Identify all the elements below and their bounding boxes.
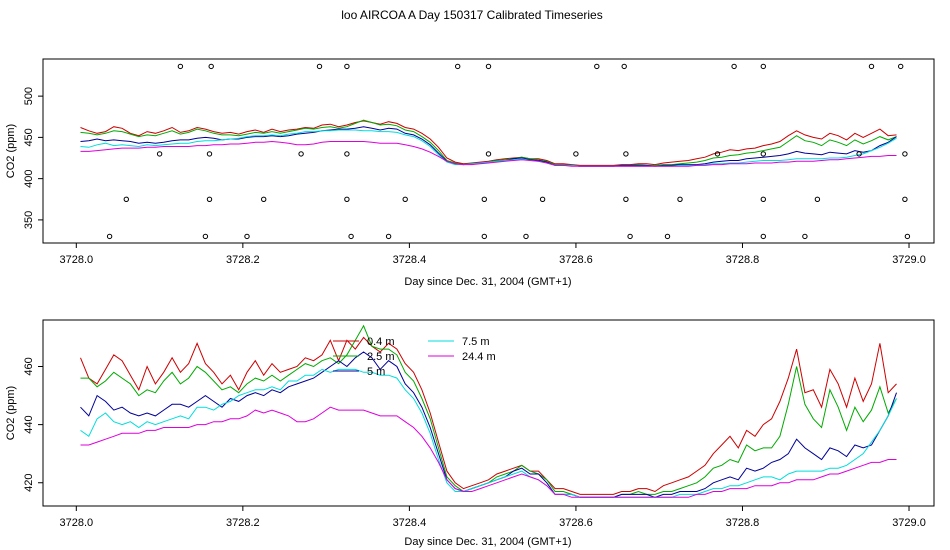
top-y-tick-label: 500 xyxy=(23,87,35,105)
bottom-series-line-3 xyxy=(80,368,897,498)
scatter-point xyxy=(802,233,808,240)
top-x-tick-label: 3729.0 xyxy=(892,254,926,266)
scatter-point xyxy=(664,233,671,240)
scatter-point xyxy=(621,63,627,70)
scatter-point xyxy=(316,63,323,70)
top-y-axis: 350 400 450 500 xyxy=(23,87,43,229)
top-x-tick-label: 3728.4 xyxy=(393,254,427,266)
scatter-point xyxy=(385,233,392,240)
top-y-tick-label: 350 xyxy=(23,211,35,229)
scatter-point xyxy=(344,151,350,157)
top-series-group xyxy=(80,119,897,167)
bottom-y-tick-label: 420 xyxy=(23,474,35,492)
scatter-point xyxy=(106,233,113,240)
top-x-axis: 3728.0 3728.2 3728.4 3728.6 3728.8 3729.0 xyxy=(59,243,926,266)
bottom-x-tick-label: 3728.8 xyxy=(726,517,760,529)
scatter-point xyxy=(206,196,213,203)
top-plot-frame xyxy=(42,58,935,244)
bottom-y-tick-label: 440 xyxy=(23,415,35,433)
chart-title: loo AIRCOA A Day 150317 Calibrated Times… xyxy=(341,8,602,22)
bottom-y-axis-label: CO2 (ppm) xyxy=(5,386,17,440)
top-x-tick-label: 3728.2 xyxy=(226,254,260,266)
top-series-line-3 xyxy=(80,129,897,167)
bottom-x-axis-label: Day since Dec. 31, 2004 (GMT+1) xyxy=(404,536,571,548)
bottom-x-tick-label: 3728.0 xyxy=(59,517,93,529)
bottom-x-tick-label: 3728.4 xyxy=(393,517,427,529)
scatter-point xyxy=(244,233,250,240)
scatter-point xyxy=(156,151,163,157)
top-y-tick-label: 400 xyxy=(23,169,35,187)
bottom-x-tick-label: 3728.2 xyxy=(226,517,260,529)
scatter-point xyxy=(123,196,130,203)
scatter-point xyxy=(206,151,213,157)
legend-label: 0.4 m xyxy=(367,336,395,348)
scatter-point xyxy=(298,151,304,157)
bottom-series-group xyxy=(80,324,897,498)
top-x-tick-label: 3728.0 xyxy=(59,254,93,266)
top-series-line-0 xyxy=(80,120,897,166)
scatter-point xyxy=(485,151,492,157)
scatter-point xyxy=(573,151,579,157)
scatter-point xyxy=(898,63,904,70)
scatter-point xyxy=(344,196,350,203)
scatter-point xyxy=(731,63,737,70)
scatter-point xyxy=(902,151,908,157)
scatter-point xyxy=(202,233,209,240)
top-x-tick-label: 3728.6 xyxy=(559,254,593,266)
legend: 0.4 m 2.5 m 5 m 7.5 m 24.4 m xyxy=(333,336,496,378)
scatter-point xyxy=(523,233,529,240)
top-series-line-4 xyxy=(80,140,897,167)
scatter-point xyxy=(904,233,911,240)
bottom-series-line-4 xyxy=(80,406,897,498)
scatter-point xyxy=(856,151,862,157)
bottom-y-tick-label: 460 xyxy=(23,357,35,375)
bottom-plot-frame xyxy=(42,319,935,507)
scatter-point xyxy=(485,63,492,70)
scatter-point xyxy=(760,196,766,203)
scatter-point xyxy=(348,233,354,240)
scatter-point xyxy=(623,151,629,157)
scatter-point xyxy=(714,151,721,157)
scatter-point xyxy=(539,196,546,203)
scatter-point xyxy=(760,63,766,70)
scatter-point xyxy=(481,233,487,240)
scatter-point xyxy=(760,151,766,157)
top-x-tick-label: 3728.8 xyxy=(726,254,760,266)
legend-label: 5 m xyxy=(367,366,385,378)
bottom-x-axis: 3728.0 3728.2 3728.4 3728.6 3728.8 3729.0 xyxy=(59,506,926,529)
top-y-axis-label: CO2 (ppm) xyxy=(5,124,17,178)
scatter-point xyxy=(261,196,267,203)
legend-label: 2.5 m xyxy=(367,351,395,363)
scatter-point xyxy=(902,196,908,203)
bottom-series-line-0 xyxy=(80,336,897,495)
top-x-axis-label: Day since Dec. 31, 2004 (GMT+1) xyxy=(404,276,571,288)
scatter-point xyxy=(623,196,629,203)
scatter-point xyxy=(208,63,214,70)
legend-label: 24.4 m xyxy=(462,351,496,363)
scatter-point xyxy=(455,63,461,70)
top-scatter-group xyxy=(106,63,911,240)
scatter-point xyxy=(814,196,821,203)
scatter-point xyxy=(402,196,408,203)
scatter-point xyxy=(344,63,350,70)
top-y-tick-label: 450 xyxy=(23,128,35,146)
scatter-point xyxy=(677,196,683,203)
bottom-y-axis: 420 440 460 xyxy=(23,357,43,492)
scatter-point xyxy=(760,233,766,240)
scatter-point xyxy=(627,233,633,240)
bottom-x-tick-label: 3729.0 xyxy=(892,517,926,529)
bottom-x-tick-label: 3728.6 xyxy=(559,517,593,529)
scatter-point xyxy=(481,196,487,203)
scatter-point xyxy=(594,63,600,70)
top-panel: 3728.0 3728.2 3728.4 3728.6 3728.8 3729.0 350… xyxy=(5,58,935,288)
legend-label: 7.5 m xyxy=(462,336,490,348)
scatter-point xyxy=(868,63,875,70)
scatter-point xyxy=(177,63,184,70)
bottom-panel: 3728.0 3728.2 3728.4 3728.6 3728.8 3729.0 420… xyxy=(5,319,935,548)
